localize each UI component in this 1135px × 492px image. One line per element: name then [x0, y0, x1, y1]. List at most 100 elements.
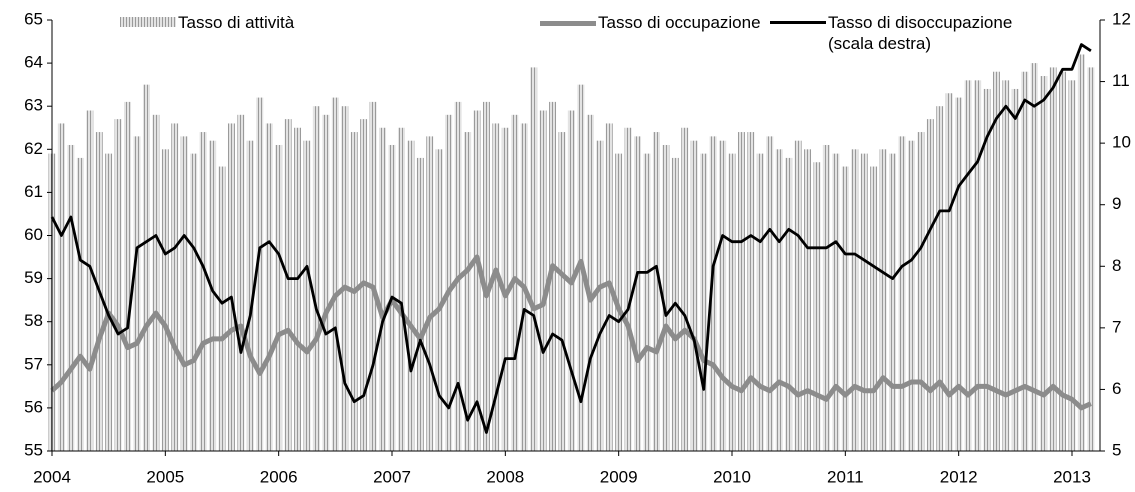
bar: [709, 136, 717, 451]
bar: [756, 153, 764, 452]
bar: [1049, 67, 1057, 451]
legend-label: Tasso di occupazione: [598, 13, 761, 32]
x-tick-label: 2010: [713, 467, 751, 486]
legend-swatch: [120, 17, 176, 27]
bar: [171, 123, 179, 451]
bar: [775, 149, 783, 452]
bar: [804, 149, 812, 452]
bar: [190, 153, 198, 452]
bar: [76, 157, 84, 452]
bar: [917, 132, 925, 451]
bar: [681, 127, 689, 451]
bar: [558, 132, 566, 451]
bar: [246, 140, 254, 451]
bar: [700, 153, 708, 452]
bar: [974, 80, 982, 451]
bar: [227, 123, 235, 451]
bar: [898, 136, 906, 451]
legend-label: Tasso di disoccupazione (scala destra): [828, 13, 1013, 53]
bar: [426, 136, 434, 451]
bar: [1030, 63, 1038, 451]
bar: [530, 67, 538, 451]
bar: [624, 127, 632, 451]
bar: [945, 93, 953, 452]
bar: [822, 144, 830, 452]
bar: [747, 132, 755, 451]
line: [50, 43, 1092, 434]
bar: [737, 132, 745, 451]
bar: [341, 106, 349, 451]
bar: [662, 144, 670, 452]
bar: [57, 123, 65, 451]
x-tick-label: 2013: [1053, 467, 1091, 486]
y2-tick-label: 9: [1112, 194, 1121, 213]
bar: [1021, 71, 1029, 451]
y-tick-label: 59: [24, 268, 43, 287]
legend-swatch: [770, 21, 826, 24]
bar: [851, 149, 859, 452]
bar: [473, 110, 481, 451]
bar: [284, 119, 292, 451]
y2-tick-label: 5: [1112, 440, 1121, 459]
bar: [860, 153, 868, 452]
line: [50, 254, 1092, 411]
y2-tick-label: 6: [1112, 379, 1121, 398]
y2-tick-label: 8: [1112, 256, 1121, 275]
bar: [634, 136, 642, 451]
bar: [879, 149, 887, 452]
bar: [114, 119, 122, 451]
bar: [303, 140, 311, 451]
bar: [124, 101, 132, 451]
legend-swatch: [540, 21, 596, 26]
bar: [105, 153, 113, 452]
bar: [237, 114, 245, 451]
bar: [766, 136, 774, 451]
y2-tick-label: 12: [1112, 9, 1131, 28]
bar: [1011, 88, 1019, 452]
bar: [813, 162, 821, 452]
y2-tick-label: 11: [1112, 71, 1130, 90]
bar: [331, 97, 339, 451]
bar: [889, 153, 897, 452]
bar: [492, 123, 500, 451]
x-tick-label: 2012: [940, 467, 978, 486]
legend-label: Tasso di attività: [178, 13, 295, 32]
bar: [482, 101, 490, 451]
bar: [992, 71, 1000, 451]
bar: [67, 144, 75, 452]
bar: [312, 106, 320, 451]
x-tick-label: 2008: [486, 467, 524, 486]
bar: [464, 132, 472, 451]
bar: [983, 88, 991, 452]
bar: [690, 140, 698, 451]
bar: [936, 106, 944, 451]
bar: [1077, 54, 1085, 451]
bar: [596, 140, 604, 451]
y-tick-label: 56: [24, 397, 43, 416]
x-tick-label: 2009: [600, 467, 638, 486]
bar: [435, 149, 443, 452]
y2-tick-label: 7: [1112, 317, 1121, 336]
y-tick-label: 57: [24, 354, 43, 373]
bar: [586, 114, 594, 451]
bar: [209, 140, 217, 451]
bar: [1087, 67, 1095, 451]
legend-entry: Tasso di disoccupazione (scala destra): [770, 12, 1058, 54]
bar: [955, 97, 963, 451]
bar: [445, 114, 453, 451]
y-tick-label: 62: [24, 139, 43, 158]
y-tick-label: 55: [24, 440, 43, 459]
x-tick-label: 2011: [827, 467, 864, 486]
bar: [275, 144, 283, 452]
bar: [907, 140, 915, 451]
x-tick-label: 2004: [33, 467, 71, 486]
bar: [407, 140, 415, 451]
bar: [794, 140, 802, 451]
bar: [265, 123, 273, 451]
legend-entry: Tasso di attività: [120, 12, 294, 33]
bar: [397, 127, 405, 451]
bar: [719, 140, 727, 451]
bar: [294, 127, 302, 451]
